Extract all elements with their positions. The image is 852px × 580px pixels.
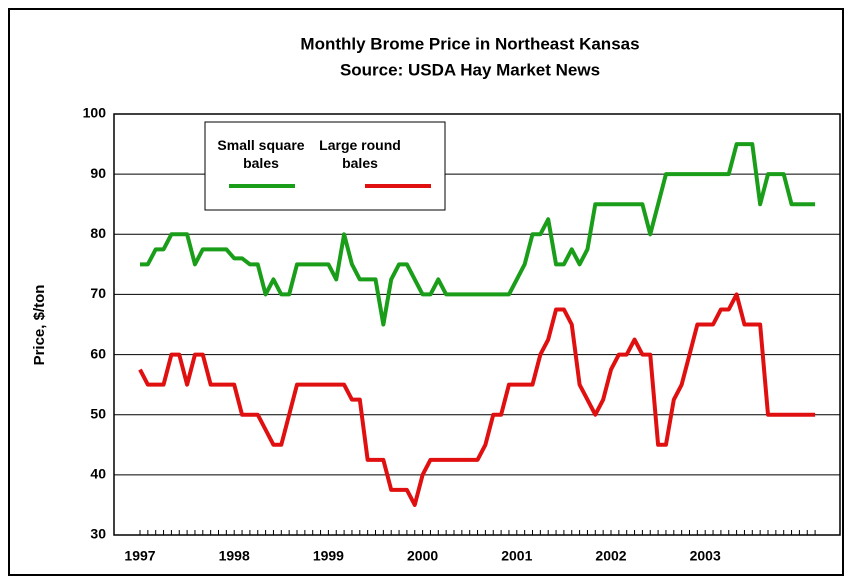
x-tick-label: 1997 <box>124 548 155 564</box>
x-tick-label: 2000 <box>407 548 438 564</box>
x-tick-label: 2003 <box>690 548 721 564</box>
y-tick-label: 70 <box>90 285 106 301</box>
y-tick-label: 40 <box>90 466 106 482</box>
y-tick-label: 100 <box>83 105 107 121</box>
y-tick-label: 90 <box>90 165 106 181</box>
y-tick-label: 80 <box>90 225 106 241</box>
legend-label: Large round bales <box>319 137 401 171</box>
x-tick-label: 1999 <box>313 548 344 564</box>
legend-box <box>204 121 446 211</box>
y-tick-label: 60 <box>90 345 106 361</box>
x-tick-label: 2001 <box>501 548 532 564</box>
series-line <box>138 292 816 507</box>
legend-label: Small square bales <box>217 137 305 171</box>
x-tick-label: 1998 <box>219 548 250 564</box>
y-tick-label: 50 <box>90 405 106 421</box>
chart-subtitle: Source: USDA Hay Market News <box>340 60 600 79</box>
y-tick-label: 30 <box>90 526 106 542</box>
y-axis-label: Price, $/ton <box>31 285 48 366</box>
chart-title: Monthly Brome Price in Northeast Kansas <box>300 34 639 53</box>
series-line <box>140 142 816 327</box>
x-tick-label: 2002 <box>595 548 626 564</box>
